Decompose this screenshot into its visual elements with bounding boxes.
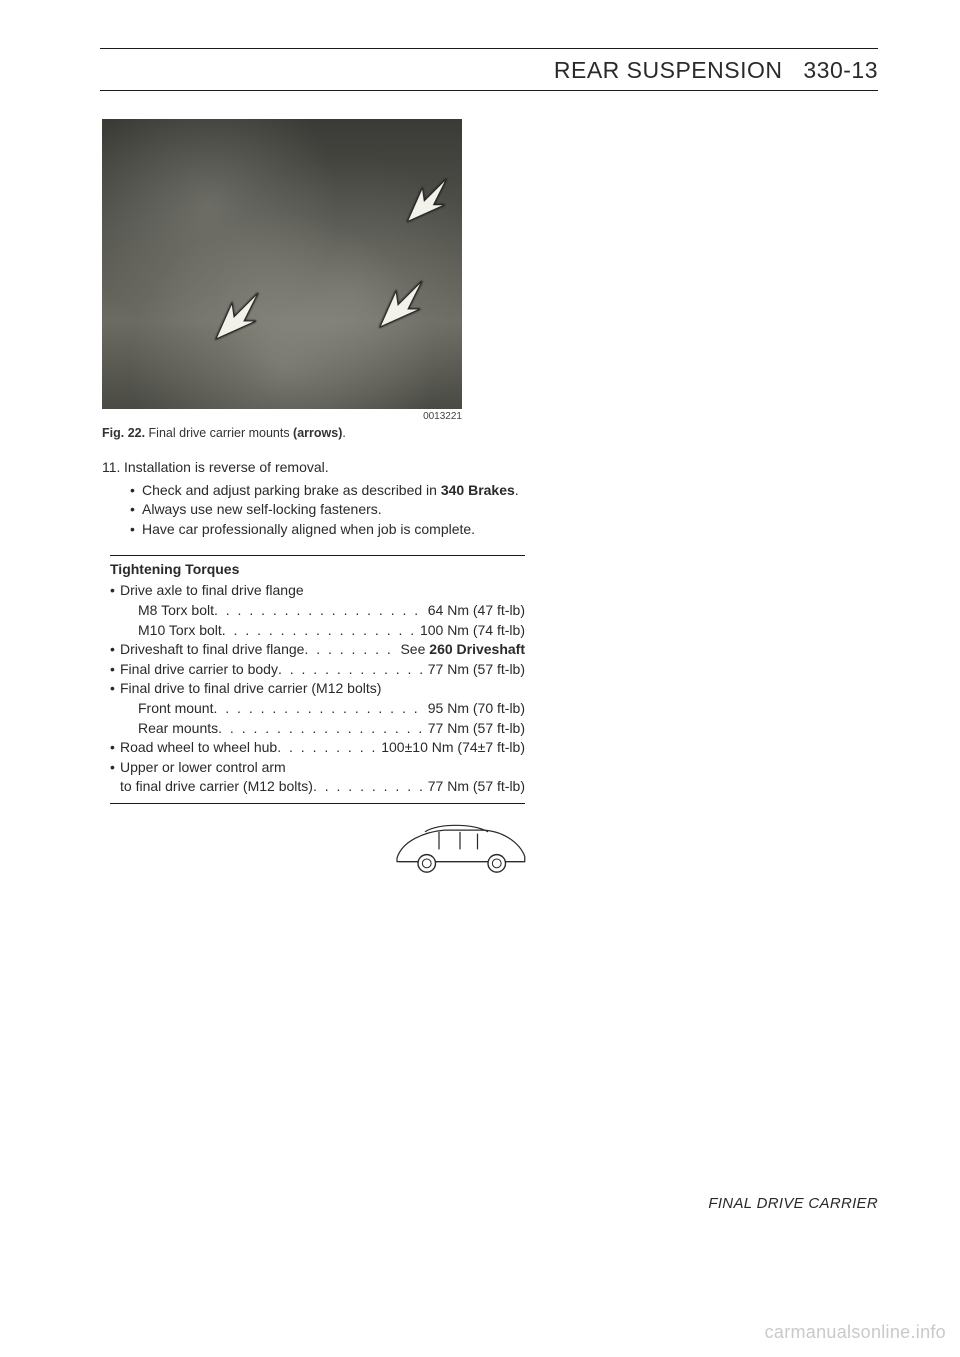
section-title: REAR SUSPENSION (554, 57, 783, 83)
leader-dots: . . . . . . . . . . . . . . . . . . . . … (304, 640, 396, 660)
torque-row: •Final drive to final drive carrier (M12… (110, 679, 525, 699)
torque-table: Tightening Torques •Drive axle to final … (110, 560, 525, 797)
leader-dots: . . . . . . . . . . . . . . . . . . . . … (222, 621, 416, 641)
torque-value: 100 Nm (74 ft-lb) (416, 621, 525, 641)
torque-row: •Drive axle to final drive flange (110, 581, 525, 601)
bullet-dot: • (130, 481, 142, 500)
leader-dots: . . . . . . . . . . . . . . . . . . . . … (278, 660, 424, 680)
torque-rule-top (110, 555, 525, 556)
bullet-dot: • (110, 581, 120, 601)
torque-value: 100±10 Nm (74±7 ft-lb) (377, 738, 525, 758)
step-bullets: •Check and adjust parking brake as descr… (130, 481, 530, 539)
figure-photo (102, 119, 462, 409)
torque-value: 64 Nm (47 ft-lb) (424, 601, 525, 621)
bullet-dot: • (110, 660, 120, 680)
indent-spacer (110, 777, 120, 797)
torque-label: M8 Torx bolt (120, 601, 214, 621)
torque-title: Tightening Torques (110, 560, 525, 580)
torque-row: M10 Torx bolt . . . . . . . . . . . . . … (110, 621, 525, 641)
torque-label: Rear mounts (120, 719, 218, 739)
torque-rule-bottom (110, 803, 525, 804)
torque-value: 77 Nm (57 ft-lb) (424, 719, 525, 739)
indent-spacer (110, 621, 120, 641)
figure-caption: Fig. 22. Final drive carrier mounts (arr… (102, 426, 530, 440)
torque-row: to final drive carrier (M12 bolts) . . .… (110, 777, 525, 797)
step-text: Installation is reverse of removal. (124, 459, 329, 475)
leader-dots: . . . . . . . . . . . . . . . . . . . . … (218, 719, 424, 739)
torque-row: •Driveshaft to final drive flange . . . … (110, 640, 525, 660)
torque-value: 95 Nm (70 ft-lb) (424, 699, 525, 719)
torque-value: See 260 Driveshaft (396, 640, 525, 660)
torque-label: Upper or lower control arm (120, 758, 286, 778)
torque-row: •Final drive carrier to body . . . . . .… (110, 660, 525, 680)
torque-row: •Upper or lower control arm (110, 758, 525, 778)
torque-label: Final drive to final drive carrier (M12 … (120, 679, 381, 699)
bullet-text: Have car professionally aligned when job… (142, 520, 475, 539)
watermark: carmanualsonline.info (765, 1322, 946, 1343)
page-header: REAR SUSPENSION 330-13 (100, 57, 878, 90)
torque-label: Drive axle to final drive flange (120, 581, 304, 601)
leader-dots: . . . . . . . . . . . . . . . . . . . . … (313, 777, 424, 797)
bullet-dot: • (130, 520, 142, 539)
bullet-text: Check and adjust parking brake as descri… (142, 481, 519, 500)
indent-spacer (110, 699, 120, 719)
bullet-row: •Have car professionally aligned when jo… (130, 520, 530, 539)
torque-label: Front mount (120, 699, 213, 719)
torque-label: Driveshaft to final drive flange (120, 640, 304, 660)
torque-label: to final drive carrier (M12 bolts) (120, 777, 313, 797)
bullet-row: •Always use new self-locking fasteners. (130, 500, 530, 519)
figure-caption-prefix: Fig. 22. (102, 426, 145, 440)
torque-label: Road wheel to wheel hub (120, 738, 277, 758)
leader-dots: . . . . . . . . . . . . . . . . . . . . … (214, 601, 424, 621)
car-icon (390, 814, 530, 881)
figure-caption-bold: (arrows) (293, 426, 342, 440)
figure-id: 0013221 (102, 411, 462, 422)
bullet-dot: • (110, 758, 120, 778)
top-rule (100, 48, 878, 49)
indent-spacer (110, 601, 120, 621)
torque-label: M10 Torx bolt (120, 621, 222, 641)
step-number: 11. (102, 458, 124, 477)
bullet-dot: • (130, 500, 142, 519)
torque-label: Final drive carrier to body (120, 660, 278, 680)
bullet-dot: • (110, 738, 120, 758)
footer-section: FINAL DRIVE CARRIER (708, 1195, 878, 1212)
step-11: 11.Installation is reverse of removal. (102, 458, 530, 477)
leader-dots: . . . . . . . . . . . . . . . . . . . . … (277, 738, 377, 758)
figure-caption-text: Final drive carrier mounts (145, 426, 293, 440)
bullet-row: •Check and adjust parking brake as descr… (130, 481, 530, 500)
torque-value: 77 Nm (57 ft-lb) (424, 777, 525, 797)
indent-spacer (110, 719, 120, 739)
torque-row: •Road wheel to wheel hub . . . . . . . .… (110, 738, 525, 758)
figure-caption-suffix: . (342, 426, 345, 440)
bullet-dot: • (110, 679, 120, 699)
torque-value: 77 Nm (57 ft-lb) (424, 660, 525, 680)
bullet-text: Always use new self-locking fasteners. (142, 500, 382, 519)
leader-dots: . . . . . . . . . . . . . . . . . . . . … (213, 699, 423, 719)
torque-row: Front mount . . . . . . . . . . . . . . … (110, 699, 525, 719)
header-rule (100, 90, 878, 91)
torque-row: M8 Torx bolt . . . . . . . . . . . . . .… (110, 601, 525, 621)
torque-row: Rear mounts . . . . . . . . . . . . . . … (110, 719, 525, 739)
bullet-dot: • (110, 640, 120, 660)
page-number: 330-13 (803, 57, 878, 83)
